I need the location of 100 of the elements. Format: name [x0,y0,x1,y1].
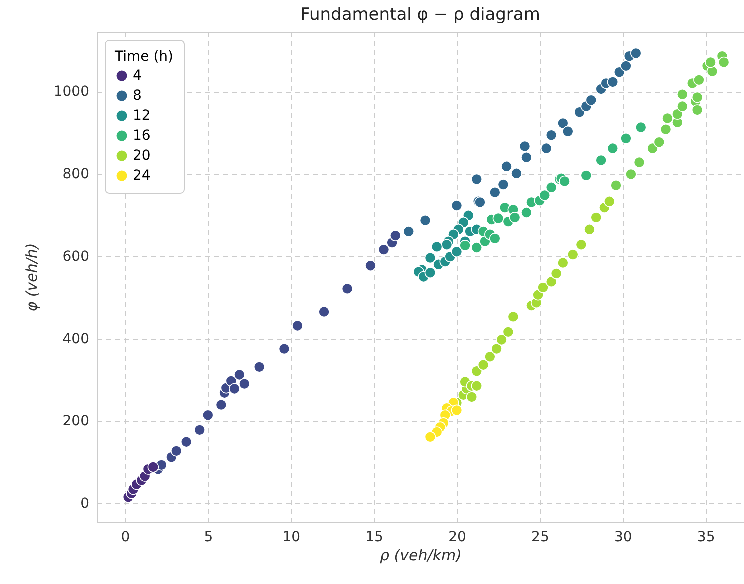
point [501,161,512,172]
point [491,343,502,355]
point [662,112,674,124]
point [378,244,390,256]
point [546,276,558,288]
point [216,399,228,411]
point [672,108,684,120]
point [596,154,607,166]
y-tick-label: 400 [62,331,90,348]
point [607,142,619,154]
point [278,343,290,355]
point [539,190,551,202]
x-tick-label: 35 [697,530,716,546]
point [342,283,354,295]
x-tick-label: 15 [366,530,384,546]
point [451,404,463,416]
point [365,260,376,272]
point [532,289,544,301]
point [478,359,490,371]
legend-label: 16 [133,128,151,144]
point [424,432,436,443]
point [292,320,304,332]
point [490,186,501,198]
point [676,100,688,112]
y-tick-label: 1000 [54,84,90,100]
x-tick-label: 20 [448,530,466,546]
point [610,180,622,192]
point [229,383,240,395]
point [460,240,471,252]
legend-label: 12 [133,108,151,124]
point [492,212,504,224]
legend-label: 4 [133,68,142,84]
point [424,267,436,279]
point [559,176,570,188]
point [484,351,496,363]
point [558,118,569,130]
point [660,124,672,136]
point [519,140,531,152]
point [194,424,206,436]
point [604,196,616,208]
point [706,66,718,78]
x-axis-title: ρ (veh/km) [380,546,462,564]
point [170,446,182,457]
legend-title: Time (h) [114,49,174,65]
point [509,212,521,224]
point [180,436,192,448]
point [202,410,214,421]
point [705,56,716,68]
y-tick-label: 200 [62,414,90,430]
legend-label: 20 [133,148,151,164]
point [626,168,637,180]
point [471,380,483,392]
point [567,249,579,260]
point [584,224,596,236]
point [420,214,432,226]
point [508,311,520,323]
point [441,239,453,251]
x-tick-label: 30 [614,530,632,546]
point [521,152,532,164]
point [254,362,266,373]
point [431,241,443,253]
point [490,233,501,244]
point [607,76,619,88]
point [424,252,436,264]
point [466,392,478,403]
point [558,257,569,269]
x-tick-label: 25 [532,530,550,546]
point [620,133,632,144]
point [403,226,415,238]
point [586,94,598,106]
x-tick-label: 5 [204,530,214,546]
point [718,56,730,68]
point [694,74,705,86]
point [676,88,688,100]
y-tick-label: 800 [62,166,90,183]
point [614,66,626,78]
point [692,104,704,116]
legend-label: 24 [133,168,151,184]
point [239,378,250,390]
y-tick-label: 0 [80,496,90,512]
y-axis-title: φ (veh/h) [22,243,41,312]
point [471,174,483,186]
point [148,462,160,473]
point [471,366,483,377]
point [620,60,632,72]
point [538,282,549,294]
point [580,170,592,182]
point [234,369,246,381]
x-tick-label: 0 [121,530,130,546]
point [496,334,508,346]
x-tick-label: 10 [282,530,301,546]
point [654,136,666,148]
point [692,92,704,104]
point [318,306,330,318]
point [390,230,402,242]
point [498,179,510,190]
point [562,126,574,138]
point [647,142,658,154]
point [511,168,522,180]
point [451,200,463,212]
